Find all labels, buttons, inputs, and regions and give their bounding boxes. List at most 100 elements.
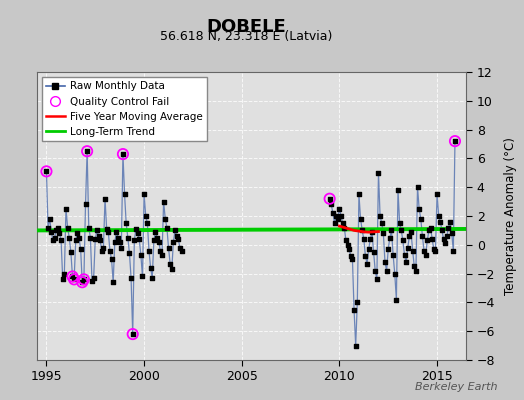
Point (363, 260, 372, 267)
Point (75, 234, 83, 241)
Point (121, 191, 129, 198)
Point (403, 244, 412, 251)
Point (423, 237, 431, 244)
Legend: Raw Monthly Data, Quality Control Fail, Five Year Moving Average, Long-Term Tren: Raw Monthly Data, Quality Control Fail, … (42, 77, 207, 141)
Point (376, 213, 384, 219)
Text: Berkeley Earth: Berkeley Earth (416, 382, 498, 392)
Point (177, 247, 185, 254)
Point (400, 252, 409, 258)
Point (433, 191, 441, 198)
Text: 56.618 N, 23.318 E (Latvia): 56.618 N, 23.318 E (Latvia) (160, 30, 332, 43)
Point (143, 220, 151, 226)
Point (97, 247, 106, 254)
Point (150, 237, 158, 244)
Point (396, 220, 404, 226)
Point (72, 237, 80, 244)
Point (146, 265, 155, 271)
Point (387, 227, 396, 234)
Y-axis label: Temperature Anomaly (°C): Temperature Anomaly (°C) (504, 137, 517, 295)
Point (420, 247, 428, 254)
Point (81, 201, 90, 208)
Point (330, 220, 339, 226)
Point (446, 218, 454, 225)
Point (431, 247, 440, 254)
Point (62, 206, 70, 212)
Point (355, 191, 363, 198)
Point (67, 249, 75, 255)
Point (176, 244, 184, 251)
Point (451, 138, 459, 144)
Point (166, 260, 174, 267)
Point (60, 270, 69, 277)
Point (63, 224, 72, 231)
Point (339, 220, 347, 226)
Point (329, 210, 337, 216)
Point (374, 170, 383, 176)
Point (112, 229, 121, 235)
Point (86, 234, 94, 241)
Point (153, 234, 161, 241)
Point (412, 268, 420, 274)
Point (348, 256, 357, 262)
Point (389, 252, 397, 258)
Point (345, 246, 353, 252)
Point (125, 250, 134, 257)
Point (73, 230, 82, 236)
Point (343, 242, 352, 248)
Point (359, 236, 368, 242)
Point (104, 229, 113, 235)
Point (392, 296, 400, 303)
Point (402, 259, 410, 265)
Point (335, 206, 344, 212)
Point (381, 259, 389, 265)
Point (441, 240, 450, 246)
Point (383, 268, 391, 274)
Point (50, 234, 59, 241)
Point (59, 276, 67, 282)
Point (99, 244, 107, 251)
Point (128, 331, 137, 337)
Point (443, 233, 451, 239)
Point (134, 230, 142, 236)
Point (91, 236, 100, 242)
Point (440, 236, 448, 242)
Point (49, 237, 57, 244)
Point (80, 276, 88, 282)
Point (145, 247, 153, 254)
Point (151, 229, 160, 235)
Point (83, 148, 91, 154)
Point (83, 148, 91, 154)
Point (140, 191, 148, 198)
Point (350, 306, 358, 313)
Point (172, 233, 181, 239)
Point (122, 220, 130, 226)
Point (427, 224, 435, 231)
Point (159, 198, 168, 205)
Point (46, 216, 54, 222)
Point (124, 234, 132, 241)
Point (417, 216, 425, 222)
Point (138, 273, 147, 280)
Point (53, 224, 62, 231)
Point (47, 229, 56, 235)
Point (365, 246, 373, 252)
Point (410, 263, 419, 270)
Point (70, 276, 78, 282)
Point (438, 227, 446, 234)
Point (78, 279, 86, 286)
Text: DOBELE: DOBELE (206, 18, 286, 36)
Point (449, 247, 457, 254)
Point (394, 187, 402, 193)
Point (156, 247, 165, 254)
Point (94, 233, 103, 239)
Point (444, 224, 453, 231)
Point (413, 184, 422, 190)
Point (369, 249, 378, 255)
Point (430, 246, 438, 252)
Point (342, 237, 350, 244)
Point (397, 227, 406, 234)
Point (373, 276, 381, 282)
Point (366, 236, 375, 242)
Point (109, 279, 117, 286)
Point (119, 151, 127, 157)
